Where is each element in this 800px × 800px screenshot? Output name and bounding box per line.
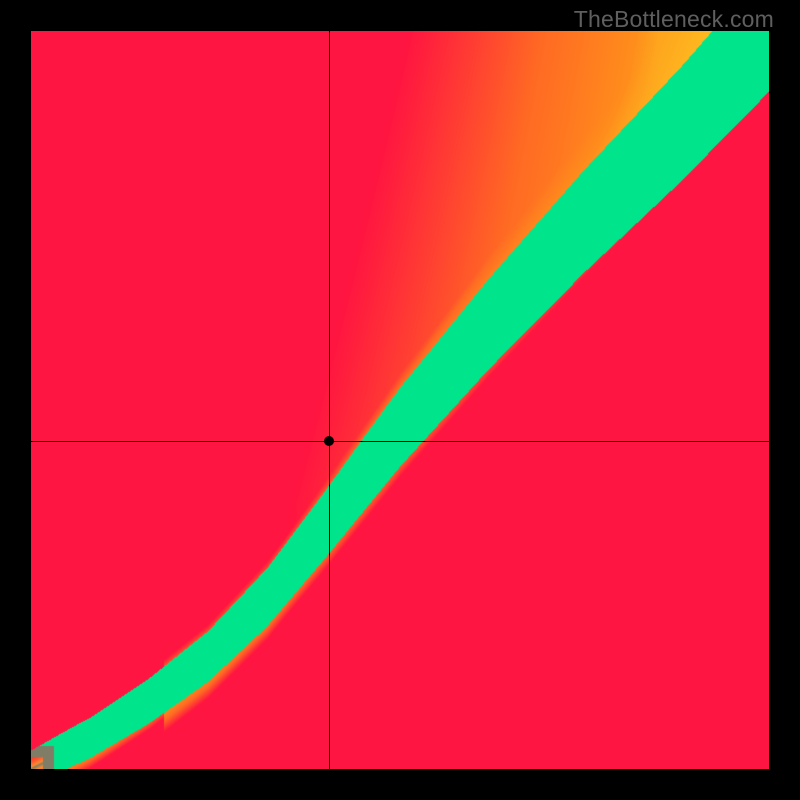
crosshair-vertical (329, 31, 330, 769)
heatmap-canvas (31, 31, 769, 769)
crosshair-marker (324, 436, 334, 446)
watermark-text: TheBottleneck.com (574, 6, 774, 33)
crosshair-horizontal (31, 441, 769, 442)
plot-container (31, 31, 769, 769)
